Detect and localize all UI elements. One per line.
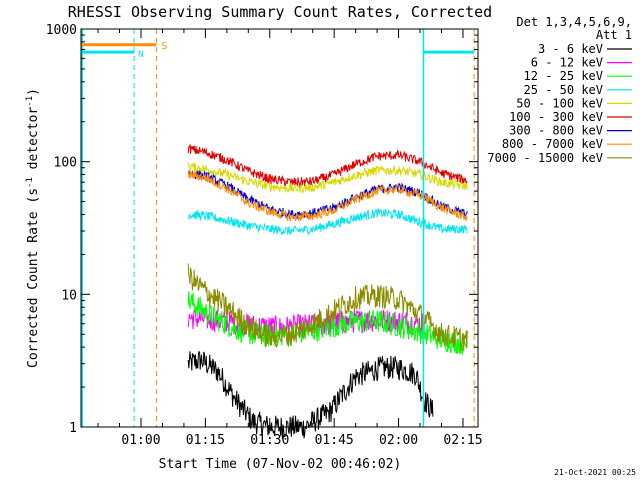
- legend-label-9: 7000 - 15000 keV: [487, 151, 603, 165]
- y-tick-label: 100: [54, 156, 77, 171]
- x-tick-label: 02:00: [379, 433, 418, 448]
- x-tick-label: 01:45: [315, 433, 354, 448]
- y-label-main: Corrected Count Rate (s: [26, 188, 41, 368]
- legend-label-8: 800 - 7000 keV: [502, 137, 603, 151]
- legend-label-6: 100 - 300 keV: [509, 110, 603, 124]
- y-label-end: ): [26, 88, 41, 96]
- x-tick-label: 02:15: [443, 433, 482, 448]
- x-tick-label: 01:00: [121, 433, 160, 448]
- series-line-5: [187, 162, 468, 195]
- legend-header-detectors: Det 1,3,4,5,6,9,: [516, 15, 632, 29]
- legend-label-4: 25 - 50 keV: [524, 83, 603, 97]
- y-label-mid: detector: [26, 107, 41, 178]
- y-label-sup2: -1: [25, 96, 35, 107]
- footer-date: 21-Oct-2021 00:25: [554, 468, 636, 477]
- series-line-4: [187, 208, 468, 236]
- legend-label-2: 6 - 12 keV: [531, 56, 603, 70]
- x-axis-label: Start Time (07-Nov-02 00:46:02): [159, 457, 402, 472]
- y-tick-label: 1000: [46, 23, 77, 38]
- series-line-6: [187, 143, 468, 188]
- legend-label-3: 12 - 25 keV: [524, 69, 603, 83]
- y-tick-label: 10: [61, 288, 77, 303]
- x-tick-label: 01:15: [186, 433, 225, 448]
- chart-title: RHESSI Observing Summary Count Rates, Co…: [68, 3, 492, 21]
- legend-label-1: 3 - 6 keV: [538, 42, 603, 56]
- series-line-9: [187, 263, 468, 352]
- y-tick-label: 1: [69, 421, 77, 436]
- plot-frame: [80, 28, 479, 428]
- series-line-8: [187, 170, 468, 222]
- x-tick-label: 01:30: [250, 433, 289, 448]
- series-line-1: [187, 350, 434, 439]
- y-label-sup1: -1: [25, 177, 35, 188]
- night-flag-label: N: [138, 50, 143, 60]
- plot-area: SN: [81, 29, 475, 439]
- series-line-3: [187, 291, 468, 355]
- saa-flag-label: S: [161, 41, 167, 52]
- legend-label-5: 50 - 100 keV: [516, 96, 603, 110]
- legend-label-7: 300 - 800 keV: [509, 124, 603, 138]
- y-axis-label: Corrected Count Rate (s-1 detector-1): [25, 88, 41, 368]
- legend-header-attenuator: Att 1: [596, 28, 632, 42]
